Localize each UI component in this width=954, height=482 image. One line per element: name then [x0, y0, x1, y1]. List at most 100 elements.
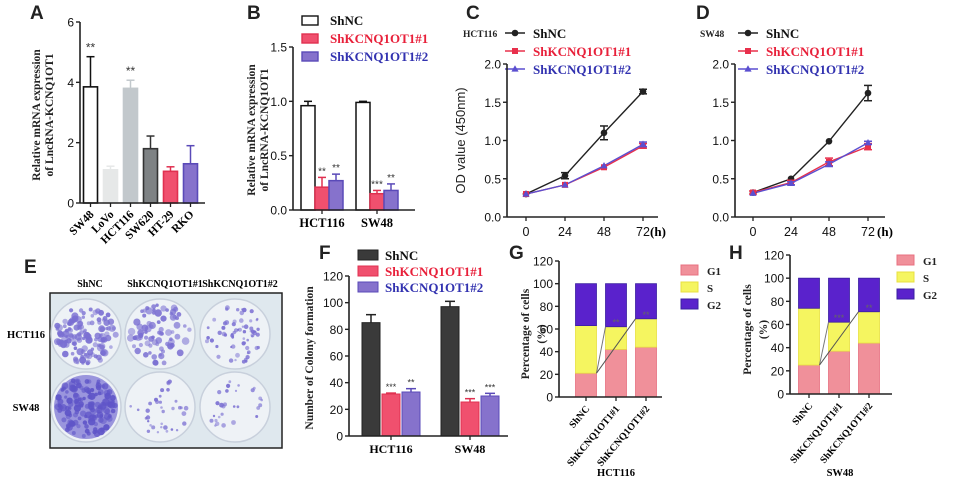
panel-e-colony [83, 352, 88, 357]
panel-e-colony [65, 414, 71, 420]
panel-d-series-line [752, 142, 869, 194]
panel-g-legend-label: S [707, 283, 713, 295]
panel-c-x-tick-label: 48 [597, 225, 611, 239]
panel-e-colony [85, 333, 92, 340]
panel-d-y-tick-label: 1.5 [712, 96, 729, 110]
panel-e-colony [255, 415, 259, 418]
panel-d-series-line [752, 92, 869, 194]
panel-f-legend-swatch [357, 281, 379, 293]
panel-e-colony [160, 331, 164, 336]
panel-g-y-axis-title: (%) [536, 324, 548, 343]
panel-e-colony [220, 412, 224, 416]
panel-e-colony [152, 308, 156, 312]
panel-b-y-tick-label: 0.5 [270, 149, 287, 163]
panel-e-colony [242, 337, 246, 340]
panel-e-colony [144, 340, 151, 347]
panel-e-colony [146, 320, 152, 327]
panel-g-legend-label: G1 [707, 266, 721, 278]
panel-c-x-tick-label: 24 [558, 225, 572, 239]
panel-e-colony [214, 424, 217, 427]
panel-e-colony [90, 388, 95, 392]
panel-e-colony [241, 359, 246, 364]
panel-e-colony [95, 384, 102, 391]
panel-h-significance: *** [834, 313, 845, 323]
panel-e-colony [163, 425, 168, 430]
panel-e-well [124, 371, 196, 443]
panel-e-colony [85, 361, 90, 366]
panel-g-legend-swatch [680, 264, 699, 276]
panel-e-colony [234, 358, 237, 362]
panel-e-colony [144, 330, 148, 334]
panel-e-colony [239, 318, 244, 323]
panel-e-colony [166, 380, 170, 385]
panel-e-colony [165, 429, 169, 433]
panel-b-significance: ** [332, 163, 340, 174]
panel-g-stacked-segment-g1 [575, 372, 597, 398]
panel-c-series-line [525, 143, 644, 195]
panel-b-legend-label: ShNC [330, 13, 363, 28]
panel-g-connector-line [596, 326, 606, 374]
panel-e-colony [81, 361, 85, 365]
panel-e-colony [54, 403, 62, 411]
panel-h-x-tick-label: ShKCNQ1OT1#2 [818, 401, 875, 466]
panel-e-colony [237, 327, 242, 332]
panel-g-stacked-segment-g2 [575, 283, 597, 326]
panel-e-colony [96, 354, 102, 361]
panel-f-legend-label: ShNC [385, 248, 418, 263]
panel-a-chart: Relative mRNA expression of LncRNA-KCNQ1O… [31, 16, 205, 246]
panel-e-colony [61, 417, 67, 423]
panel-d-x-tick-label: 24 [784, 225, 798, 239]
panel-a-y-tick-label: 0 [67, 197, 74, 211]
panel-h-stacked-segment-g1 [798, 364, 820, 395]
panel-d-data-point [749, 189, 757, 196]
panel-e-colony [212, 414, 216, 418]
panel-e-colony [98, 325, 106, 333]
panel-g-stacked-segment-g2 [635, 283, 657, 320]
panel-d-y-tick-label: 0.0 [712, 211, 729, 225]
panel-e-colony [175, 429, 179, 432]
panel-e-colony [178, 405, 182, 410]
panel-e-colony [243, 324, 249, 330]
panel-e-colony [84, 428, 90, 434]
panel-e-colony [170, 428, 174, 431]
panel-e-colony [147, 420, 150, 423]
panel-h-stacked-segment-g1 [858, 342, 880, 395]
panel-e-colony [89, 408, 97, 415]
panel-e-colony [228, 380, 232, 384]
panel-e-colony [216, 354, 221, 359]
panel-b-significance: ** [318, 166, 326, 177]
panel-e-colony [98, 342, 106, 350]
panel-e-colony [64, 409, 72, 417]
panel-c-x-tick-label: 0 [523, 225, 530, 239]
panel-h-stacked-segment-s [828, 321, 850, 352]
panel-d-x-axis-title: (h) [877, 224, 893, 239]
panel-e-colony [237, 384, 240, 387]
panel-e-colony [90, 314, 95, 318]
panel-e-colony [90, 347, 95, 351]
panel-f-y-tick-label: 40 [330, 376, 344, 390]
panel-h-stacked-segment-s [798, 307, 820, 366]
panel-g-y-axis-title: Percentage of cells [520, 288, 532, 379]
panel-e-colony [78, 397, 84, 403]
panel-label-c: C [466, 3, 480, 24]
panel-a-bar-sw620 [142, 147, 159, 204]
panel-e-colony [170, 330, 175, 334]
panel-c-data-point [522, 190, 530, 197]
panel-h-y-tick-label: 40 [771, 341, 785, 355]
panel-e-colony [54, 322, 61, 329]
panel-e-colony [97, 427, 105, 436]
panel-d-cell-line-label: SW48 [700, 30, 725, 40]
panel-e-colony [151, 425, 156, 430]
panel-e-colony [221, 423, 226, 428]
panel-e-column-label: ShNC [77, 279, 103, 290]
panel-a-significance: ** [86, 41, 96, 55]
panel-e-colony [155, 337, 163, 344]
panel-e-colony [214, 418, 218, 423]
panel-e-colony [68, 384, 76, 392]
panel-b-x-tick-label: SW48 [361, 216, 393, 230]
panel-b-significance: ** [387, 173, 395, 184]
panel-e-colony [171, 406, 175, 411]
panel-e-colony [166, 342, 173, 349]
panel-a-y-axis-title: of LncRNA-KCNQ1OT1 [44, 53, 56, 176]
panel-e-colony [97, 389, 104, 396]
